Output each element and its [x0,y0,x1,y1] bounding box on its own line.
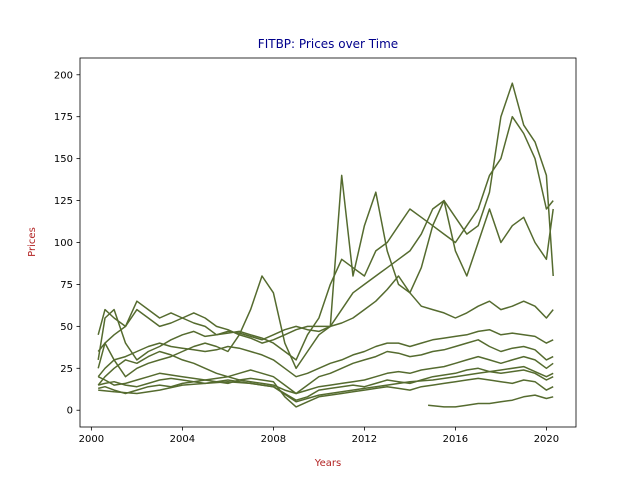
x-tick-label: 2012 [352,434,377,445]
series-line-1 [97,115,554,361]
y-tick-label: 0 [67,406,73,417]
x-tick-label: 2020 [534,434,559,445]
y-tick-label: 50 [60,322,73,333]
series-line-10 [428,394,554,408]
chart-title: FITBP: Prices over Time [258,37,398,51]
y-tick-label: 75 [60,280,73,291]
series-line-7 [97,355,554,395]
x-tick-label: 2004 [170,434,195,445]
y-tick-label: 25 [60,364,73,375]
y-tick-label: 175 [54,112,73,123]
x-tick-label: 2000 [79,434,104,445]
series-line-11 [98,365,554,403]
y-tick-label: 150 [54,154,73,165]
y-tick-label: 125 [54,196,73,207]
y-tick-label: 200 [54,70,73,81]
series-line-2 [97,82,554,341]
axes-layer: 2000 2004 2008 2012 2016 2020 0 25 50 75 100 125 150… [54,57,577,445]
y-tick-label: 100 [54,238,73,249]
series-line-3 [97,174,554,378]
x-tick-label: 2016 [443,434,468,445]
series-layer [97,82,554,408]
y-axis-label: Prices [27,227,38,257]
series-line-4 [97,275,554,369]
x-tick-label: 2008 [261,434,286,445]
series-line-6 [97,339,554,395]
series-line-5 [97,328,554,378]
series-line-9 [98,377,554,408]
x-axis-label: Years [314,458,341,469]
series-line-8 [98,367,554,401]
